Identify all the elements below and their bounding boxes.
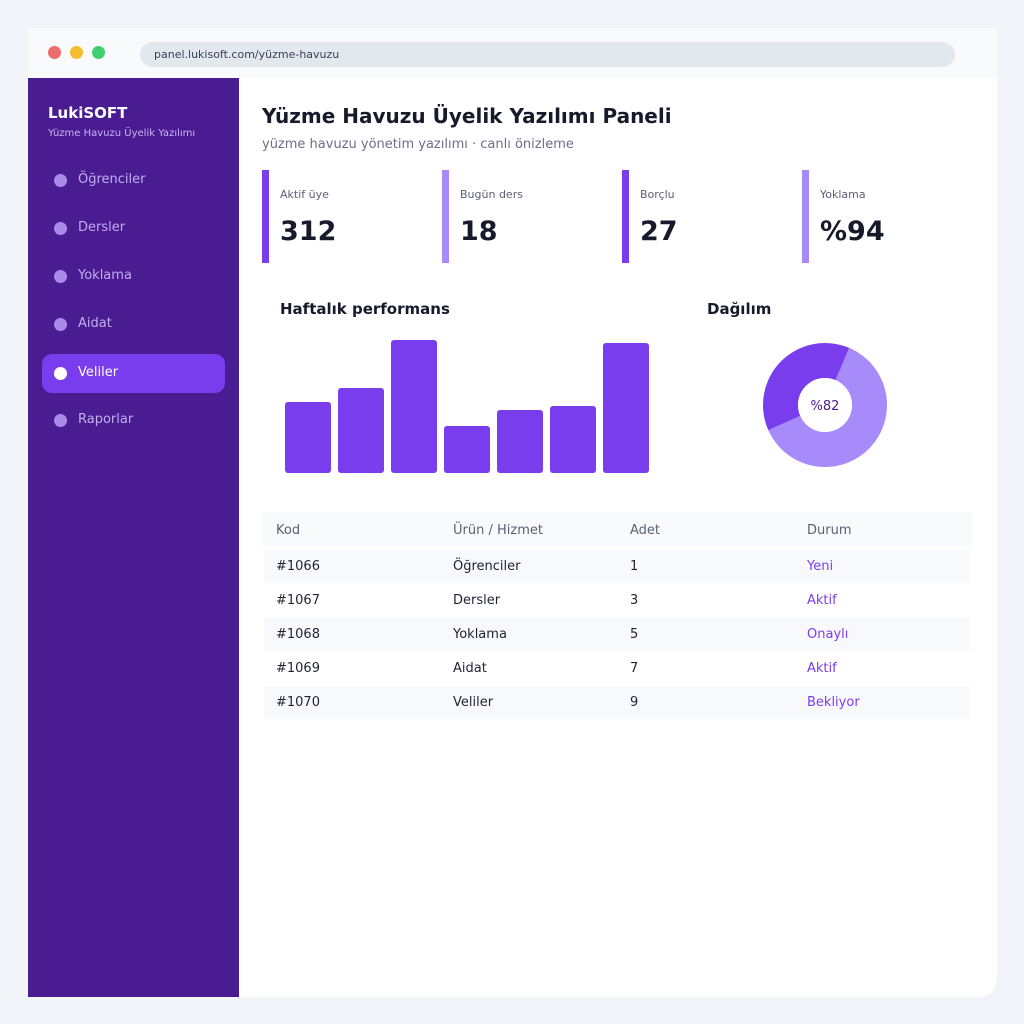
brand-logo: LukiSOFT [48, 104, 128, 122]
donut-slice-1 [768, 347, 887, 467]
stat-card-aktif-uye: Aktif üye 312 [262, 170, 422, 263]
distribution-chart-title: Dağılım [707, 300, 772, 318]
bar-5 [497, 410, 543, 473]
column-header-adet[interactable]: Adet [630, 523, 661, 538]
minimize-window-button[interactable] [70, 46, 83, 59]
cell-urun: Aidat [453, 661, 487, 676]
sidebar-item-dersler[interactable]: Dersler [42, 209, 225, 248]
column-header-kod[interactable]: Kod [276, 523, 301, 538]
sidebar-item-label: Öğrenciler [78, 172, 146, 187]
cell-adet: 9 [630, 695, 639, 710]
status-badge: Bekliyor [807, 695, 860, 710]
browser-titlebar: panel.lukisoft.com/yüzme-havuzu [28, 28, 997, 78]
sidebar-item-ogrenciler[interactable]: Öğrenciler [42, 161, 225, 200]
sidebar-item-label: Raporlar [78, 412, 134, 427]
donut-slice-2 [763, 343, 850, 431]
cell-adet: 1 [630, 559, 639, 574]
status-badge: Aktif [807, 593, 837, 608]
stat-value: 312 [280, 216, 337, 247]
sidebar-item-aidat[interactable]: Aidat [42, 305, 225, 344]
cell-kod: #1068 [276, 627, 320, 642]
bar-6 [550, 406, 596, 473]
sidebar-item-label: Aidat [78, 316, 112, 331]
stat-label: Bugün ders [460, 188, 523, 201]
sidebar-item-label: Dersler [78, 220, 126, 235]
table-row[interactable]: #1070 Veliler 9 Bekliyor [264, 686, 970, 719]
cell-kod: #1070 [276, 695, 320, 710]
cell-adet: 3 [630, 593, 639, 608]
stat-value: 27 [640, 216, 678, 247]
cell-urun: Dersler [453, 593, 501, 608]
performance-bar-chart [285, 340, 649, 473]
stat-label: Borçlu [640, 188, 675, 201]
bar-3 [391, 340, 437, 473]
bar-1 [285, 402, 331, 473]
brand-subtitle: Yüzme Havuzu Üyelik Yazılımı [48, 128, 196, 139]
table-header: Kod Ürün / Hizmet Adet Durum [262, 512, 972, 547]
sidebar-item-yoklama[interactable]: Yoklama [42, 257, 225, 296]
close-window-button[interactable] [48, 46, 61, 59]
donut-hole [798, 378, 852, 432]
bar-7 [603, 343, 649, 473]
bar-2 [338, 388, 384, 473]
sidebar-item-veliler[interactable]: Veliler [42, 354, 225, 393]
nav-dot-icon [54, 222, 67, 235]
table-row[interactable]: #1068 Yoklama 5 Onaylı [264, 618, 970, 651]
status-badge: Aktif [807, 661, 837, 676]
nav-dot-icon [54, 318, 67, 331]
bar-4 [444, 426, 490, 473]
page-title: Yüzme Havuzu Üyelik Yazılımı Paneli [262, 104, 672, 128]
nav-dot-icon [54, 414, 67, 427]
page-subtitle: yüzme havuzu yönetim yazılımı · canlı ön… [262, 137, 574, 152]
table-row[interactable]: #1066 Öğrenciler 1 Yeni [264, 550, 970, 583]
distribution-donut-chart: %82 [763, 343, 887, 467]
column-header-urun[interactable]: Ürün / Hizmet [453, 523, 543, 538]
sidebar-item-label: Veliler [78, 365, 119, 380]
cell-urun: Öğrenciler [453, 559, 521, 574]
cell-urun: Yoklama [453, 627, 507, 642]
nav-dot-icon [54, 367, 67, 380]
table-row[interactable]: #1067 Dersler 3 Aktif [264, 584, 970, 617]
nav-dot-icon [54, 174, 67, 187]
table-row[interactable]: #1069 Aidat 7 Aktif [264, 652, 970, 685]
browser-window: panel.lukisoft.com/yüzme-havuzu LukiSOFT… [28, 28, 997, 997]
performance-chart-title: Haftalık performans [280, 300, 450, 318]
sidebar: LukiSOFT Yüzme Havuzu Üyelik Yazılımı Öğ… [28, 78, 239, 997]
cell-adet: 7 [630, 661, 639, 676]
stat-value: %94 [820, 216, 885, 247]
stat-card-borclu: Borçlu 27 [622, 170, 782, 263]
cell-kod: #1069 [276, 661, 320, 676]
sidebar-item-label: Yoklama [78, 268, 132, 283]
status-badge: Yeni [807, 559, 834, 574]
main-content: Yüzme Havuzu Üyelik Yazılımı Paneli yüzm… [239, 78, 997, 997]
cell-adet: 5 [630, 627, 639, 642]
stat-card-yoklama: Yoklama %94 [802, 170, 962, 263]
cell-urun: Veliler [453, 695, 494, 710]
column-header-durum[interactable]: Durum [807, 523, 852, 538]
address-bar[interactable]: panel.lukisoft.com/yüzme-havuzu [140, 42, 955, 67]
stat-card-bugun-ders: Bugün ders 18 [442, 170, 602, 263]
stat-value: 18 [460, 216, 498, 247]
cell-kod: #1066 [276, 559, 320, 574]
stat-label: Aktif üye [280, 188, 329, 201]
sidebar-item-raporlar[interactable]: Raporlar [42, 401, 225, 440]
stat-label: Yoklama [820, 188, 866, 201]
status-badge: Onaylı [807, 627, 849, 642]
nav-dot-icon [54, 270, 67, 283]
maximize-window-button[interactable] [92, 46, 105, 59]
donut-center-label: %82 [811, 399, 840, 414]
cell-kod: #1067 [276, 593, 320, 608]
